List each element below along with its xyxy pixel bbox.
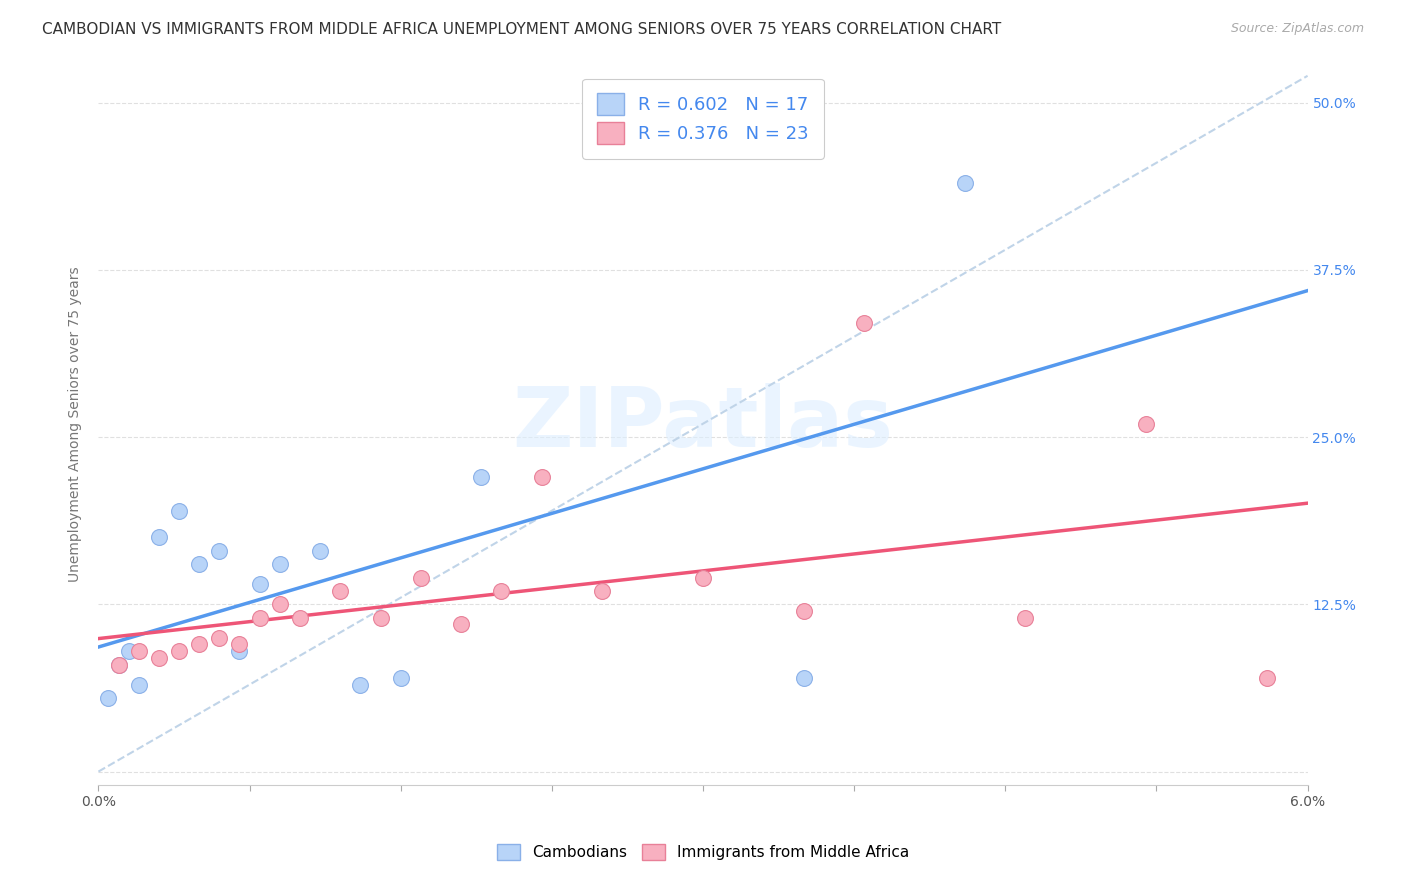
Text: Source: ZipAtlas.com: Source: ZipAtlas.com [1230,22,1364,36]
Point [370,611,392,625]
Point [167,503,190,517]
Point [228,644,250,658]
Point [1014,611,1036,625]
Point [167,644,190,658]
Point [953,176,976,190]
Point [470,470,492,484]
Point [591,583,613,598]
Point [228,637,250,651]
Text: CAMBODIAN VS IMMIGRANTS FROM MIDDLE AFRICA UNEMPLOYMENT AMONG SENIORS OVER 75 YE: CAMBODIAN VS IMMIGRANTS FROM MIDDLE AFRI… [42,22,1001,37]
Point [188,557,211,572]
Legend: Cambodians, Immigrants from Middle Africa: Cambodians, Immigrants from Middle Afric… [491,838,915,866]
Legend: R = 0.602   N = 17, R = 0.376   N = 23: R = 0.602 N = 17, R = 0.376 N = 23 [582,78,824,159]
Point [409,571,432,585]
Point [1256,671,1278,685]
Point [1135,417,1157,431]
Point [793,671,815,685]
Y-axis label: Unemployment Among Seniors over 75 years: Unemployment Among Seniors over 75 years [69,266,83,582]
Point [208,543,231,558]
Point [249,611,271,625]
Point [329,583,352,598]
Point [269,598,291,612]
Point [188,637,211,651]
Point [118,644,141,658]
Point [491,583,513,598]
Point [389,671,412,685]
Point [309,543,332,558]
Point [148,530,170,544]
Point [148,651,170,665]
Point [97,690,120,705]
Point [288,611,311,625]
Point [853,317,876,331]
Point [208,631,231,645]
Point [349,678,371,692]
Text: ZIPatlas: ZIPatlas [513,384,893,464]
Point [450,617,472,632]
Point [530,470,553,484]
Point [249,577,271,591]
Point [269,557,291,572]
Point [128,644,150,658]
Point [793,604,815,618]
Point [128,678,150,692]
Point [107,657,129,672]
Point [692,571,714,585]
Point [107,657,129,672]
